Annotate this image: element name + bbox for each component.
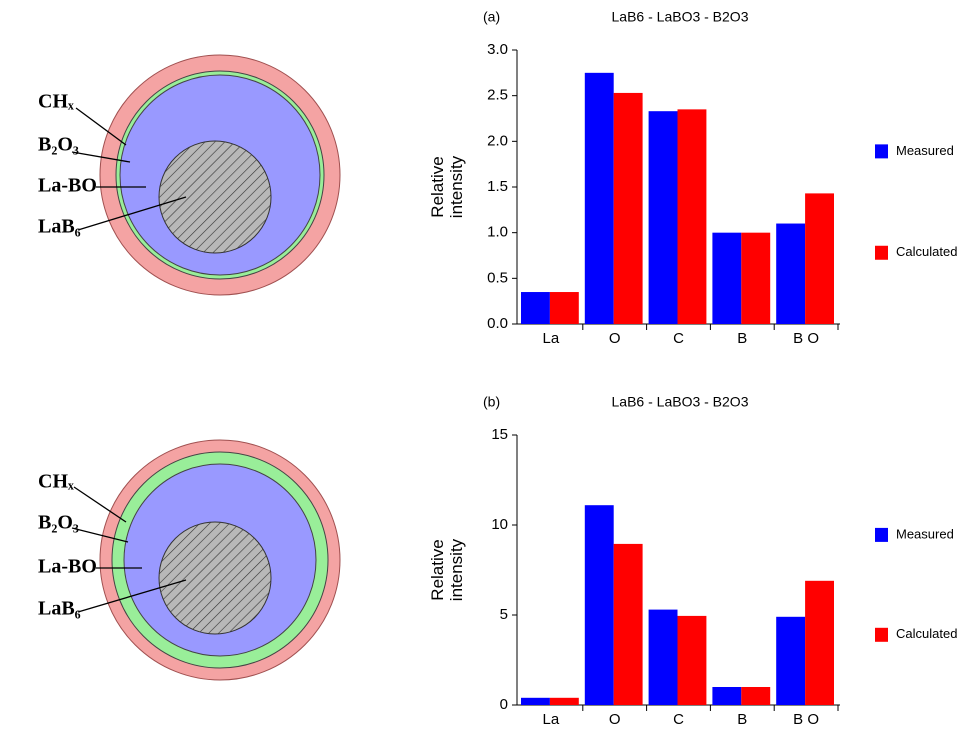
bar xyxy=(678,616,707,705)
y-tick-label: 1.5 xyxy=(487,178,508,195)
diagram-label: B₂O₃ xyxy=(38,512,79,534)
legend-label: Calculated xyxy=(896,626,957,641)
y-tick-label: 0 xyxy=(500,696,508,713)
bar xyxy=(585,505,614,705)
bar xyxy=(550,698,579,705)
y-axis-label: Relativeintensity xyxy=(428,155,466,218)
bar xyxy=(805,581,834,705)
y-axis-label-line: intensity xyxy=(447,155,466,218)
y-axis-label: Relativeintensity xyxy=(428,538,466,601)
y-tick-label: 0.5 xyxy=(487,269,508,286)
panel-label: (b) xyxy=(483,394,500,410)
chart-title: LaB6 - LaBO3 - B2O3 xyxy=(612,9,749,25)
y-tick-label: 1.0 xyxy=(487,224,508,241)
diagram-label: La-BO xyxy=(38,175,97,197)
y-tick-label: 0.0 xyxy=(487,315,508,332)
diagram-label: CHₓ xyxy=(38,471,74,493)
layer-diagram-a: CHₓ B₂O₃ La-BO LaB₆ xyxy=(38,55,340,295)
x-tick-label: B O xyxy=(793,330,819,347)
figure: CHₓ B₂O₃ La-BO LaB₆ CHₓ B₂O₃ La-BO LaB₆ … xyxy=(0,0,967,735)
panel-label: (a) xyxy=(483,9,500,25)
x-tick-label: B xyxy=(737,711,747,728)
x-tick-label: C xyxy=(673,330,684,347)
diagram-label: La-BO xyxy=(38,556,97,578)
bar xyxy=(585,73,614,324)
legend-swatch xyxy=(875,144,888,158)
bar xyxy=(805,193,834,324)
x-tick-label: B O xyxy=(793,711,819,728)
bar xyxy=(521,698,550,705)
bar xyxy=(776,617,805,705)
bar xyxy=(776,224,805,324)
x-tick-label: O xyxy=(609,711,621,728)
chart-title: LaB6 - LaBO3 - B2O3 xyxy=(612,394,749,410)
y-axis-label-line: Relative xyxy=(428,539,447,600)
y-tick-label: 5 xyxy=(500,606,508,623)
bar xyxy=(614,544,643,705)
y-tick-label: 10 xyxy=(491,516,508,533)
x-tick-label: La xyxy=(543,711,560,728)
y-tick-label: 2.5 xyxy=(487,87,508,104)
bar xyxy=(712,687,741,705)
y-tick-label: 2.0 xyxy=(487,132,508,149)
diagram-label: CHₓ xyxy=(38,91,74,113)
y-tick-label: 15 xyxy=(491,426,508,443)
x-tick-label: La xyxy=(543,330,560,347)
layer-diagram-b: CHₓ B₂O₃ La-BO LaB₆ xyxy=(38,440,340,680)
bar xyxy=(550,292,579,324)
legend-swatch xyxy=(875,246,888,260)
legend-swatch xyxy=(875,528,888,542)
diagram-label: B₂O₃ xyxy=(38,134,79,156)
bar xyxy=(741,687,770,705)
bar xyxy=(712,233,741,324)
y-axis-label-line: Relative xyxy=(428,156,447,217)
x-tick-label: C xyxy=(673,711,684,728)
x-tick-label: O xyxy=(609,330,621,347)
legend-label: Measured xyxy=(896,526,954,541)
bar xyxy=(649,111,678,324)
bar xyxy=(614,93,643,324)
y-tick-label: 3.0 xyxy=(487,41,508,58)
diagram-label: LaB₆ xyxy=(38,598,81,620)
legend-label: Measured xyxy=(896,143,954,158)
x-tick-label: B xyxy=(737,330,747,347)
legend-swatch xyxy=(875,628,888,642)
bar xyxy=(521,292,550,324)
bar xyxy=(741,233,770,324)
y-axis-label-line: intensity xyxy=(447,538,466,601)
diagram-label: LaB₆ xyxy=(38,216,81,238)
legend-label: Calculated xyxy=(896,244,957,259)
bar xyxy=(678,109,707,324)
bar xyxy=(649,610,678,705)
